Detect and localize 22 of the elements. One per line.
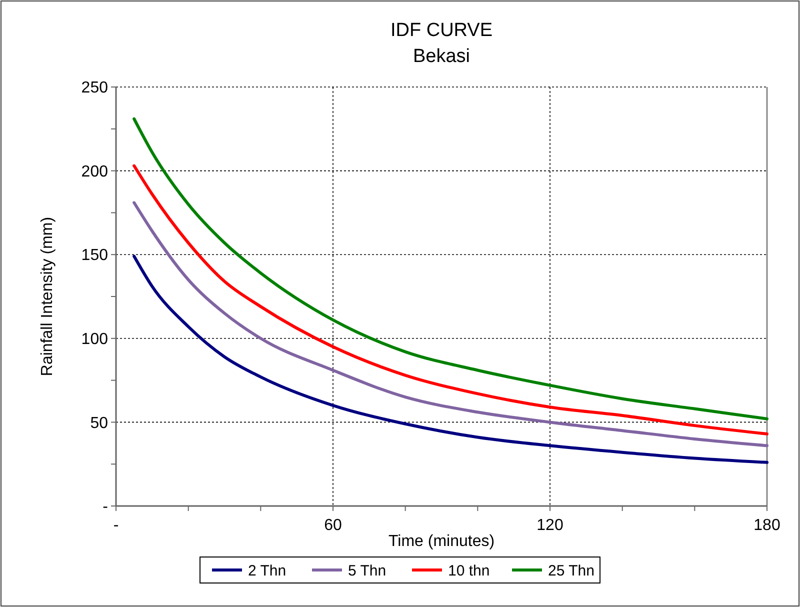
chart-subtitle: Bekasi bbox=[412, 46, 470, 67]
line-series bbox=[132, 164, 768, 436]
y-tick-label: 100 bbox=[81, 331, 108, 348]
line-series bbox=[132, 201, 768, 448]
legend-label: 25 Thn bbox=[548, 562, 594, 580]
x-tick-label: 60 bbox=[324, 517, 342, 534]
x-axis-title: Time (minutes) bbox=[388, 533, 495, 550]
y-tick-label: 50 bbox=[90, 414, 108, 432]
legend-label: 5 Thn bbox=[348, 562, 386, 580]
legend-label: 2 Thn bbox=[248, 562, 286, 580]
y-axis-title: Rainfall Intensity (mm) bbox=[39, 216, 56, 376]
y-tick-label: 250 bbox=[81, 80, 108, 97]
y-tick-label: 150 bbox=[81, 247, 108, 264]
x-tick-label: - bbox=[113, 517, 119, 534]
x-tick-label: 180 bbox=[754, 517, 780, 534]
line-series bbox=[132, 254, 768, 464]
chart-title: IDF CURVE bbox=[390, 20, 493, 41]
line-series bbox=[132, 117, 768, 420]
y-tick-label: 200 bbox=[81, 163, 108, 180]
legend-label: 10 thn bbox=[448, 562, 490, 580]
x-tick-label: 120 bbox=[536, 517, 564, 534]
y-tick-label: - bbox=[102, 498, 108, 516]
